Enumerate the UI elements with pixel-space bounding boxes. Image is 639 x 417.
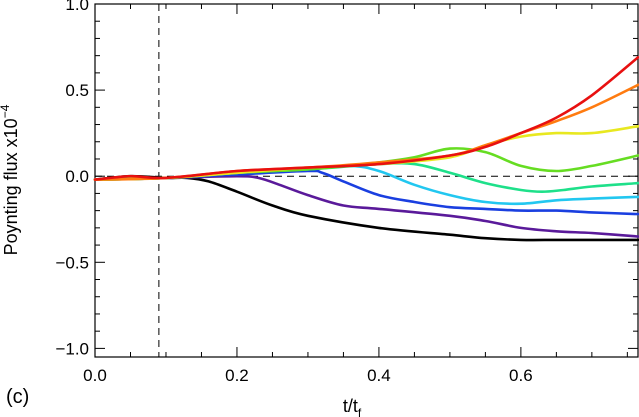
y-tick-label: −1.0 [55, 339, 89, 358]
panel-label: (c) [6, 386, 29, 408]
x-tick-label: 0.6 [509, 366, 533, 385]
x-tick-label: 0.4 [367, 366, 391, 385]
x-axis-title-subscript: f [358, 406, 362, 417]
y-tick-label: 1.0 [65, 0, 89, 14]
y-tick-label: 0.0 [65, 167, 89, 186]
reference-lines [95, 4, 638, 357]
tick-labels: 0.0 0.2 0.4 0.6 −1.0 −0.5 0.0 0.5 1.0 [55, 0, 532, 385]
x-axis-title: t/tf [343, 396, 362, 417]
series-group [93, 56, 639, 242]
series-line-2 [93, 169, 639, 216]
axis-ticks [94, 3, 638, 357]
y-tick-label: −0.5 [55, 253, 89, 272]
plot-frame [94, 3, 639, 358]
x-axis-title-base: t/t [343, 396, 358, 416]
series-line-8 [93, 56, 639, 181]
series-line-1 [93, 174, 639, 238]
y-axis-title-exponent: −4 [0, 104, 12, 118]
x-tick-label: 0.2 [225, 366, 249, 385]
y-axis-title-base: Poynting flux x10 [1, 118, 21, 255]
x-tick-label: 0.0 [83, 366, 107, 385]
y-tick-label: 0.5 [65, 81, 89, 100]
y-axis-title: Poynting flux x10−4 [0, 104, 21, 255]
